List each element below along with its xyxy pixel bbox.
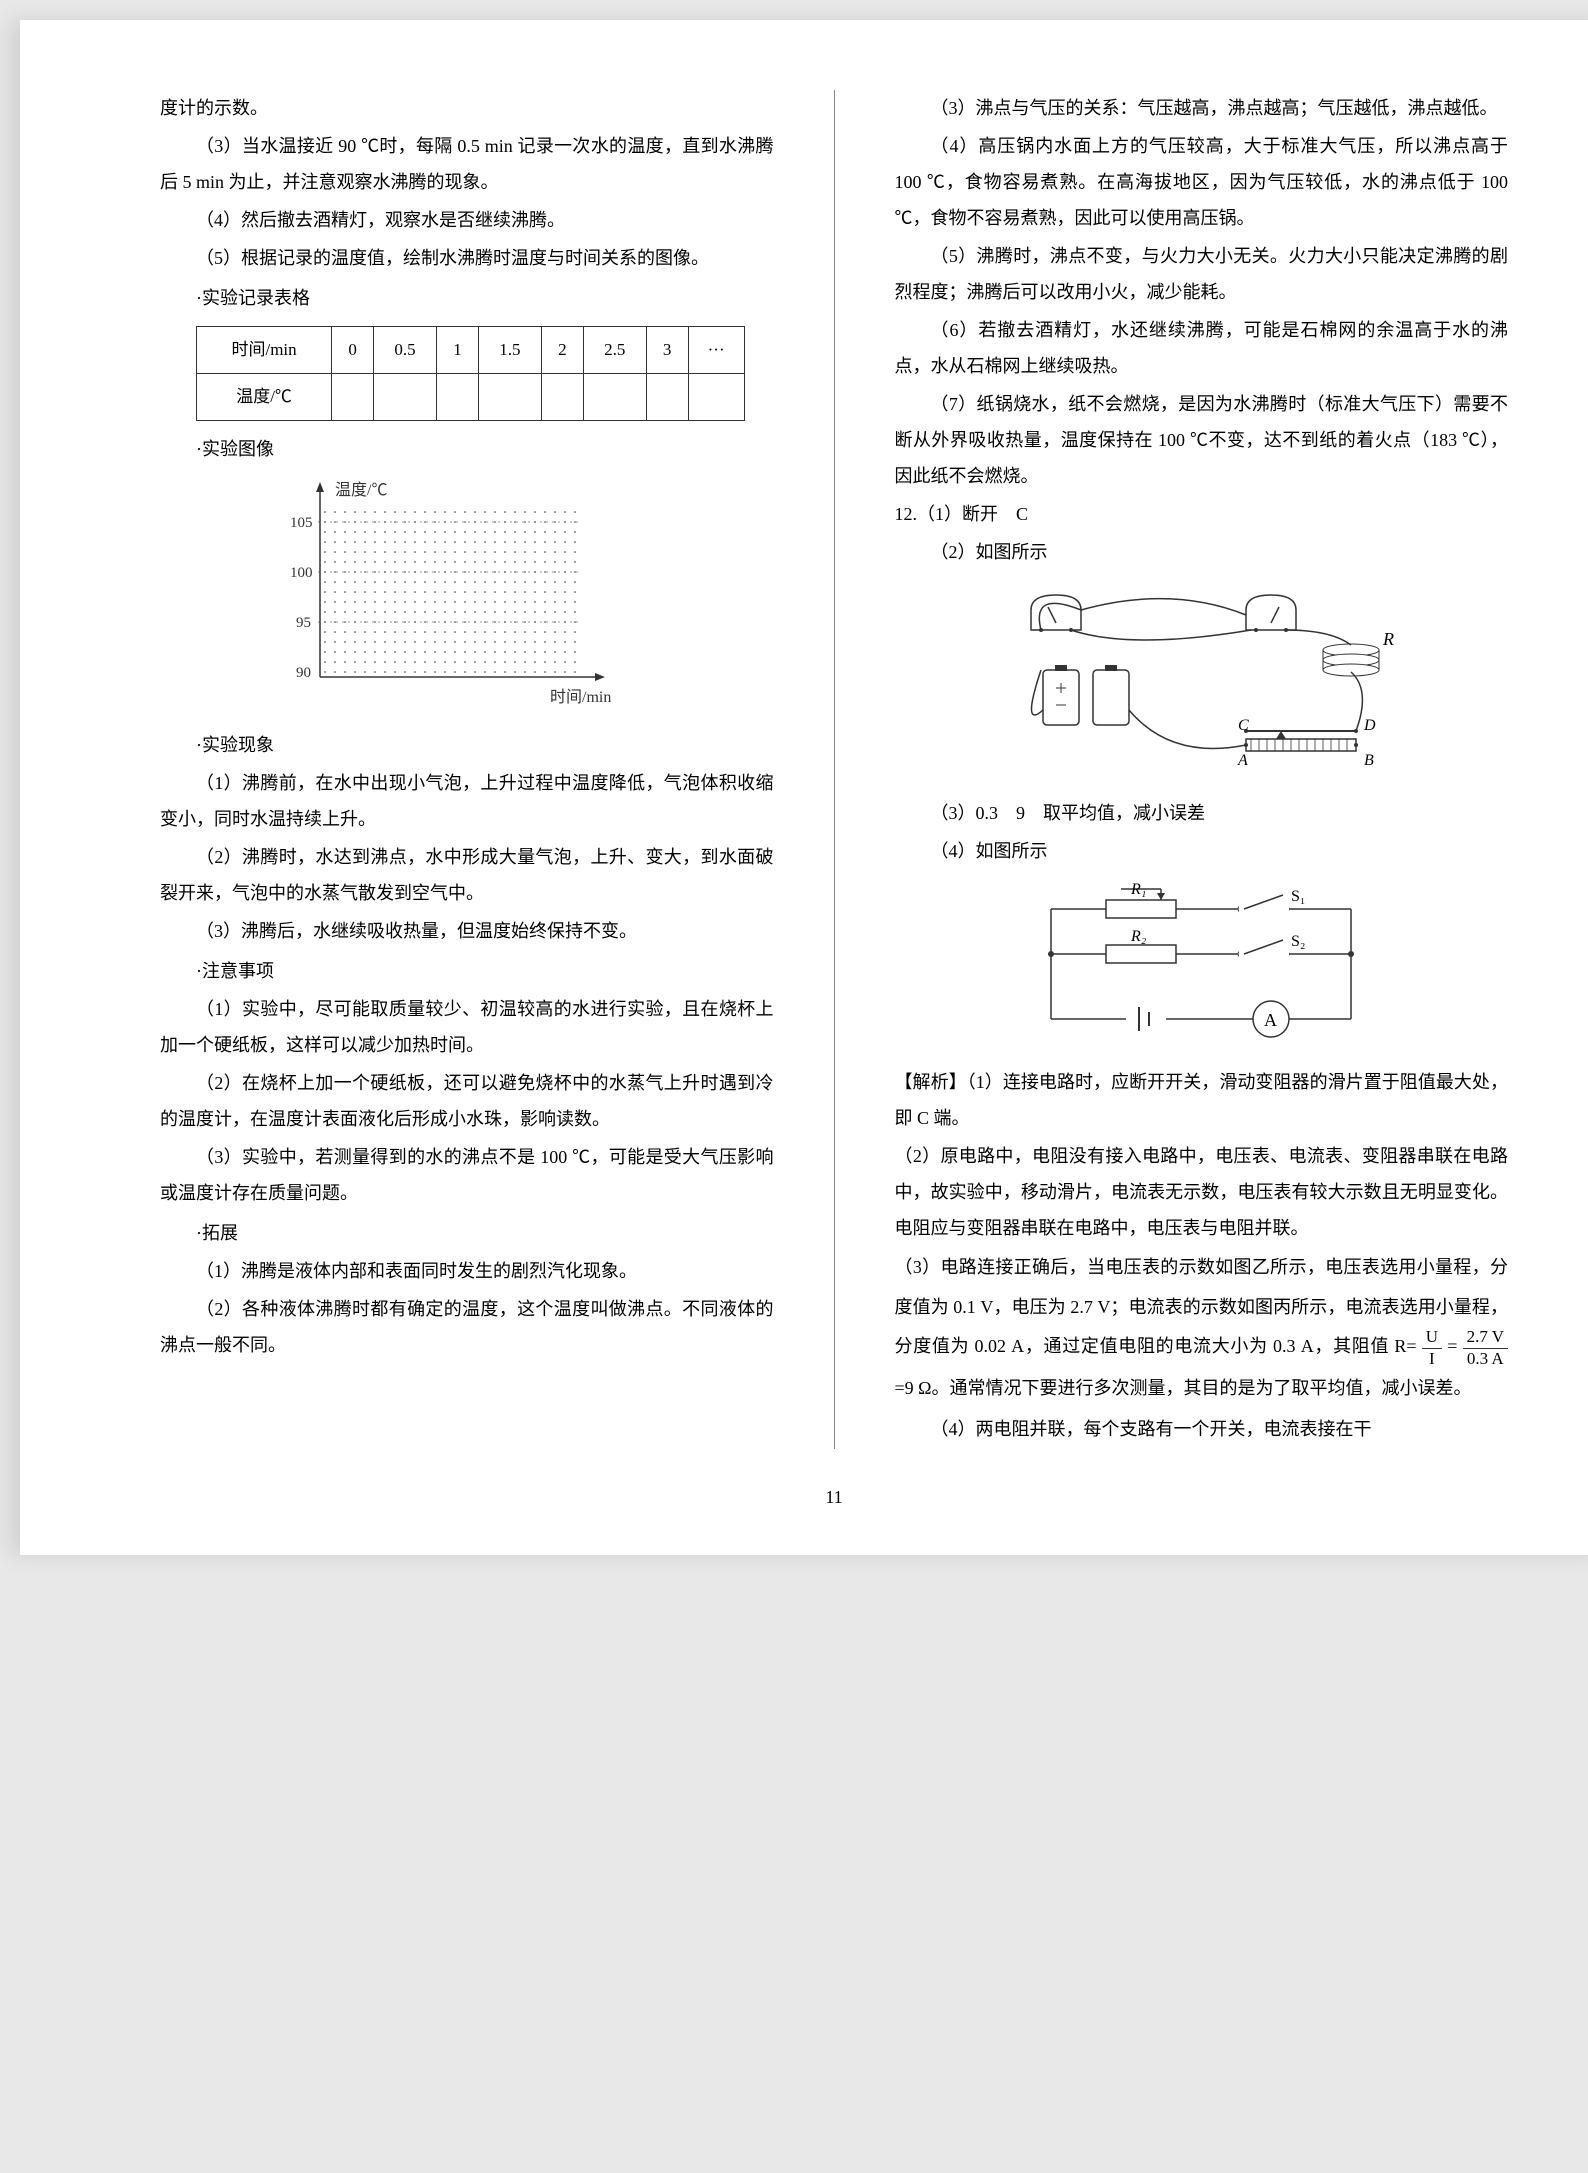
text-paragraph: （6）若撤去酒精灯，水还继续沸腾，可能是石棉网的余温高于水的沸点，水从石棉网上继… [895, 312, 1509, 384]
circuit-label-A: A [1237, 752, 1248, 769]
chart-ytick: 100 [290, 565, 313, 581]
question-label: 12.（1）断开 C [895, 496, 1509, 532]
chart-ytick: 105 [290, 515, 313, 531]
text-paragraph: （1）实验中，尽可能取质量较少、初温较高的水进行实验，且在烧杯上加一个硬纸板，这… [160, 991, 774, 1063]
circuit-diagram-1: R [991, 580, 1411, 780]
chart-ytick: 95 [296, 615, 311, 631]
page-number: 11 [160, 1479, 1508, 1515]
analysis-paragraph: 【解析】（1）连接电路时，应断开开关，滑动变阻器的滑片置于阻值最大处，即 C 端… [895, 1064, 1509, 1136]
table-cell [437, 374, 479, 421]
data-table-container: 时间/min 0 0.5 1 1.5 2 2.5 3 ··· 温度/℃ [196, 326, 774, 421]
text-paragraph: （2）在烧杯上加一个硬纸板，还可以避免烧杯中的水蒸气上升时遇到冷的温度计，在温度… [160, 1065, 774, 1137]
table-cell: 1 [437, 327, 479, 374]
table-cell: 1.5 [478, 327, 541, 374]
analysis-label: 【解析】 [895, 1072, 967, 1092]
fraction: U I [1422, 1327, 1442, 1369]
text-paragraph: （7）纸锅烧水，纸不会燃烧，是因为水沸腾时（标准大气压下）需要不断从外界吸收热量… [895, 386, 1509, 494]
text-paragraph: （4）然后撤去酒精灯，观察水是否继续沸腾。 [160, 202, 774, 238]
table-cell: 温度/℃ [197, 374, 332, 421]
text-paragraph: （1）沸腾前，在水中出现小气泡，上升过程中温度降低，气泡体积收缩变小，同时水温持… [160, 765, 774, 837]
circuit-label-R: R [1382, 629, 1394, 649]
text-paragraph: （1）沸腾是液体内部和表面同时发生的剧烈汽化现象。 [160, 1253, 774, 1289]
circuit-label-B: B [1364, 752, 1374, 769]
text-paragraph: （4）两电阻并联，每个支路有一个开关，电流表接在干 [895, 1411, 1509, 1447]
table-cell [583, 374, 646, 421]
text-paragraph: （2）如图所示 [895, 534, 1509, 570]
table-cell: 3 [646, 327, 688, 374]
table-cell [478, 374, 541, 421]
left-column: 度计的示数。 （3）当水温接近 90 ℃时，每隔 0.5 min 记录一次水的温… [160, 90, 794, 1449]
fraction-denominator: 0.3 A [1463, 1349, 1508, 1369]
text-paragraph: （3）沸点与气压的关系：气压越高，沸点越高；气压越低，沸点越低。 [895, 90, 1509, 126]
text-paragraph: （3）当水温接近 90 ℃时，每隔 0.5 min 记录一次水的温度，直到水沸腾… [160, 128, 774, 200]
text-paragraph: （4）高压锅内水面上方的气压较高，大于标准大气压，所以沸点高于 100 ℃，食物… [895, 128, 1509, 236]
table-row: 时间/min 0 0.5 1 1.5 2 2.5 3 ··· [197, 327, 745, 374]
circuit-label-ammeter: A [1264, 1010, 1277, 1030]
chart-ytick: 90 [296, 665, 311, 681]
circuit-label-R1: R₁ [1130, 881, 1146, 898]
table-cell [541, 374, 583, 421]
text-line: 度计的示数。 [160, 90, 774, 126]
section-label: ·拓展 [160, 1215, 774, 1251]
circuit-label-C: C [1238, 717, 1249, 734]
fraction: 2.7 V 0.3 A [1463, 1327, 1508, 1369]
text-paragraph: （2）原电路中，电阻没有接入电路中，电压表、电流表、变阻器串联在电路中，故实验中… [895, 1138, 1509, 1246]
text-paragraph: （3）0.3 9 取平均值，减小误差 [895, 795, 1509, 831]
chart-container: 温度/℃ 时间/min 105 100 95 90 [260, 477, 640, 707]
table-cell [688, 374, 744, 421]
circuit-label-R2: R₂ [1130, 928, 1147, 945]
section-label: ·注意事项 [160, 953, 774, 989]
circuit-diagram-2: R₁ S₁ R₂ S₂ [1011, 879, 1391, 1049]
text-paragraph: （5）沸腾时，沸点不变，与火力大小无关。火力大小只能决定沸腾的剧烈程度；沸腾后可… [895, 238, 1509, 310]
fraction-numerator: U [1422, 1327, 1442, 1348]
fraction-denominator: I [1422, 1349, 1442, 1369]
text-paragraph: （3）电路连接正确后，当电压表的示数如图乙所示，电压表选用小量程，分度值为 0.… [895, 1248, 1509, 1409]
section-label: ·实验图像 [160, 431, 774, 467]
text-span: （3）电路连接正确后，当电压表的示数如图乙所示，电压表选用小量程，分度值为 0.… [895, 1257, 1509, 1356]
table-cell: ··· [688, 327, 744, 374]
text-paragraph: （3）沸腾后，水继续吸收热量，但温度始终保持不变。 [160, 913, 774, 949]
table-cell: 0.5 [374, 327, 437, 374]
table-cell: 时间/min [197, 327, 332, 374]
circuit-label-D: D [1363, 717, 1376, 734]
experiment-record-table: 时间/min 0 0.5 1 1.5 2 2.5 3 ··· 温度/℃ [196, 326, 745, 421]
text-paragraph: （2）各种液体沸腾时都有确定的温度，这个温度叫做沸点。不同液体的沸点一般不同。 [160, 1291, 774, 1363]
text-paragraph: （3）实验中，若测量得到的水的沸点不是 100 ℃，可能是受大气压影响或温度计存… [160, 1139, 774, 1211]
text-paragraph: （4）如图所示 [895, 833, 1509, 869]
chart-ylabel: 温度/℃ [335, 481, 387, 499]
right-column: （3）沸点与气压的关系：气压越高，沸点越高；气压越低，沸点越低。 （4）高压锅内… [875, 90, 1509, 1449]
two-column-layout: 度计的示数。 （3）当水温接近 90 ℃时，每隔 0.5 min 记录一次水的温… [160, 90, 1508, 1449]
table-cell: 2 [541, 327, 583, 374]
text-paragraph: （5）根据记录的温度值，绘制水沸腾时温度与时间关系的图像。 [160, 240, 774, 276]
equals-sign: = [1447, 1336, 1457, 1356]
table-cell [646, 374, 688, 421]
section-label: ·实验记录表格 [160, 280, 774, 316]
table-row: 温度/℃ [197, 374, 745, 421]
text-span: （1）连接电路时，应断开开关，滑动变阻器的滑片置于阻值最大处，即 C 端。 [895, 1072, 1509, 1128]
circuit-label-S1: S₁ [1291, 888, 1305, 905]
table-cell [332, 374, 374, 421]
chart-xlabel: 时间/min [550, 688, 611, 706]
temperature-time-chart: 温度/℃ 时间/min 105 100 95 90 [260, 477, 640, 707]
fraction-numerator: 2.7 V [1463, 1327, 1508, 1348]
table-cell: 2.5 [583, 327, 646, 374]
column-divider [834, 90, 835, 1449]
page: 度计的示数。 （3）当水温接近 90 ℃时，每隔 0.5 min 记录一次水的温… [20, 20, 1588, 1555]
text-span: =9 Ω。通常情况下要进行多次测量，其目的是为了取平均值，减小误差。 [895, 1378, 1472, 1398]
section-label: ·实验现象 [160, 727, 774, 763]
table-cell: 0 [332, 327, 374, 374]
circuit-label-S2: S₂ [1291, 933, 1305, 950]
table-cell [374, 374, 437, 421]
text-paragraph: （2）沸腾时，水达到沸点，水中形成大量气泡，上升、变大，到水面破裂开来，气泡中的… [160, 839, 774, 911]
